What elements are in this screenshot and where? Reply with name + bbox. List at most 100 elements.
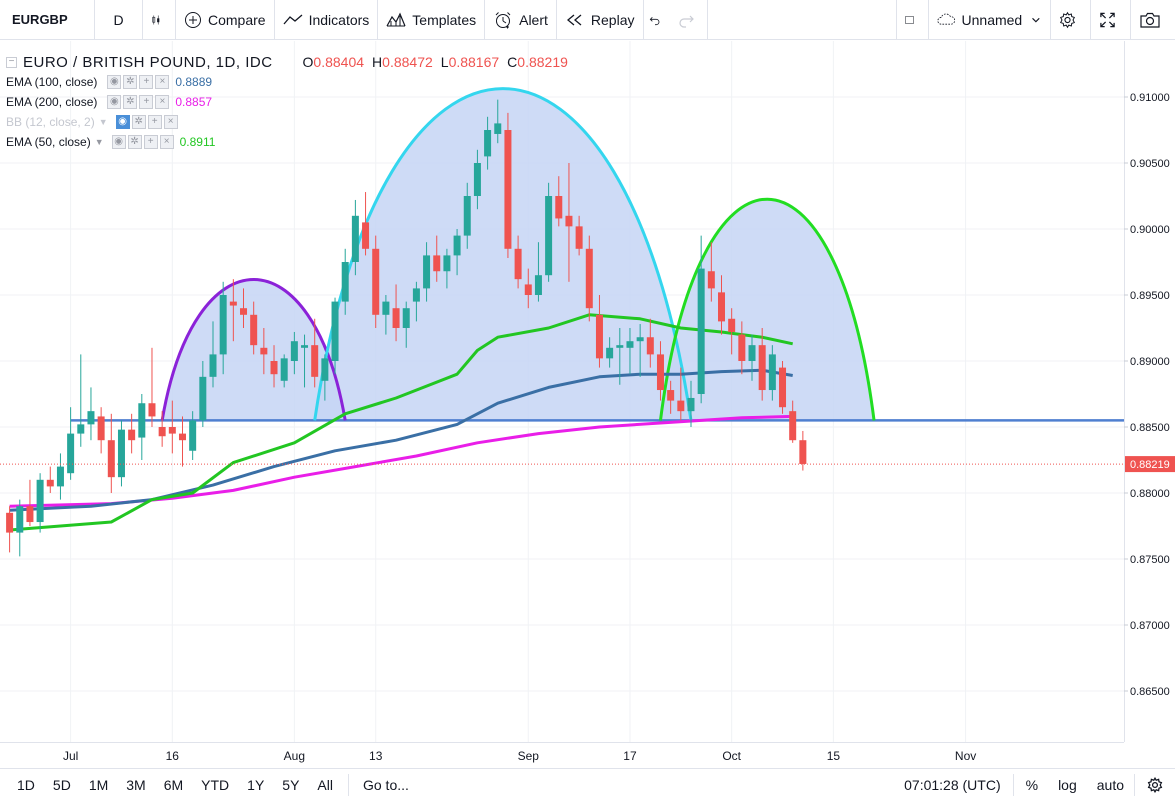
eye-icon[interactable]: ◉ xyxy=(115,115,130,129)
candle-down xyxy=(514,235,522,289)
candle-up xyxy=(117,420,125,487)
candle-body xyxy=(229,301,237,306)
log-toggle[interactable]: log xyxy=(1058,776,1077,793)
candle-body xyxy=(301,345,309,348)
settings-button[interactable] xyxy=(1051,0,1091,40)
chart-style-button[interactable] xyxy=(143,0,176,40)
more-icon[interactable]: + xyxy=(139,75,154,89)
study-row-bb[interactable]: BB (12, close, 2) ▼ ◉ ✲ + × xyxy=(6,112,568,132)
auto-toggle[interactable]: auto xyxy=(1096,776,1124,793)
right-shoulder-fill xyxy=(660,199,875,421)
compare-label: Compare xyxy=(208,11,266,28)
indicators-label: Indicators xyxy=(308,11,370,28)
last-price-badge xyxy=(1125,456,1175,473)
close-icon[interactable]: × xyxy=(163,115,178,129)
divider xyxy=(347,773,349,796)
compare-button[interactable]: Compare xyxy=(176,0,275,40)
price-chart[interactable]: 0.915000.910000.905000.900000.895000.890… xyxy=(0,41,1175,768)
interval-button[interactable]: D xyxy=(95,0,143,40)
candle-body xyxy=(168,427,176,434)
range-1d-button[interactable]: 1D xyxy=(17,776,35,793)
candle-body xyxy=(178,433,186,441)
chevron-down-icon[interactable]: ▼ xyxy=(94,137,104,147)
more-icon[interactable]: + xyxy=(147,115,162,129)
price-tick-label: 0.87500 xyxy=(1130,554,1170,566)
alarm-clock-icon xyxy=(495,11,511,28)
range-all-button[interactable]: All xyxy=(317,776,333,793)
fullscreen-button[interactable] xyxy=(1091,0,1131,40)
undo-button[interactable] xyxy=(644,0,672,40)
candle-down xyxy=(789,400,797,443)
time-tick-label: Jul xyxy=(63,749,78,763)
symbol-search-button[interactable]: EURGBP xyxy=(0,0,95,40)
candle-body xyxy=(636,337,644,342)
candle-down xyxy=(168,400,176,454)
candle-down xyxy=(575,215,583,256)
divider xyxy=(1134,773,1135,796)
range-5d-button[interactable]: 5D xyxy=(52,776,71,793)
candle-down xyxy=(26,479,34,526)
eye-icon[interactable]: ◉ xyxy=(111,135,126,149)
more-icon[interactable]: + xyxy=(139,95,154,109)
range-ytd-button[interactable]: YTD xyxy=(201,776,230,793)
candle-body xyxy=(117,429,125,478)
chart-area[interactable]: 0.915000.910000.905000.900000.895000.890… xyxy=(0,41,1175,768)
gear-icon[interactable]: ✲ xyxy=(127,135,142,149)
layout-save-button[interactable]: Unnamed xyxy=(929,0,1051,40)
candle-body xyxy=(575,226,583,249)
candle-body xyxy=(56,466,64,487)
candle-down xyxy=(250,301,258,355)
chevron-down-icon[interactable]: ▼ xyxy=(98,117,108,127)
undo-icon xyxy=(649,16,659,25)
close-icon[interactable]: × xyxy=(155,75,170,89)
range-5y-button[interactable]: 5Y xyxy=(282,776,300,793)
candle-body xyxy=(707,271,715,289)
candle-body xyxy=(433,255,441,272)
collapse-legend-icon[interactable]: − xyxy=(6,56,17,68)
replay-button[interactable]: Replay xyxy=(557,0,644,40)
study-row-ema200[interactable]: EMA (200, close) ◉ ✲ + × 0.8857 xyxy=(6,92,568,112)
gear-icon[interactable]: ✲ xyxy=(123,95,138,109)
price-tick-label: 0.90500 xyxy=(1130,158,1170,170)
layout-name-label: Unnamed xyxy=(961,11,1023,28)
candle-up xyxy=(36,473,44,533)
range-6m-button[interactable]: 6M xyxy=(163,776,184,793)
axes[interactable]: 0.915000.910000.905000.900000.895000.890… xyxy=(0,41,1175,763)
candle-up xyxy=(341,248,349,315)
candle-down xyxy=(656,341,664,401)
candle-up xyxy=(545,182,553,282)
range-1y-button[interactable]: 1Y xyxy=(247,776,265,793)
range-3m-button[interactable]: 3M xyxy=(126,776,146,793)
more-icon[interactable]: + xyxy=(143,135,158,149)
indicators-button[interactable]: Indicators xyxy=(275,0,379,40)
goto-button[interactable]: Go to... xyxy=(362,776,409,793)
camera-icon xyxy=(1140,12,1160,28)
candle-up xyxy=(423,242,431,302)
templates-button[interactable]: Templates xyxy=(378,0,486,40)
candle-body xyxy=(77,424,85,434)
candle-body xyxy=(280,358,288,381)
templates-icon xyxy=(386,12,406,26)
percent-toggle[interactable]: % xyxy=(1025,776,1039,793)
snapshot-button[interactable] xyxy=(1131,0,1175,40)
close-icon[interactable]: × xyxy=(159,135,174,149)
eye-icon[interactable]: ◉ xyxy=(107,95,122,109)
fullscreen-layout-button[interactable] xyxy=(896,0,929,40)
study-row-ema100[interactable]: EMA (100, close) ◉ ✲ + × 0.8889 xyxy=(6,72,568,92)
range-1m-button[interactable]: 1M xyxy=(88,776,109,793)
candle-up xyxy=(534,242,542,302)
close-icon[interactable]: × xyxy=(155,95,170,109)
chart-legend: − EURO / BRITISH POUND, 1D, IDC O 0.88404… xyxy=(6,52,568,152)
gear-icon[interactable]: ✲ xyxy=(131,115,146,129)
scale-settings-button[interactable] xyxy=(1135,776,1175,793)
clock-label[interactable]: 07:01:28 (UTC) xyxy=(904,776,1001,793)
study-row-ema50[interactable]: EMA (50, close) ▼ ◉ ✲ + × 0.8911 xyxy=(6,132,568,152)
gear-icon[interactable]: ✲ xyxy=(123,75,138,89)
interval-label: D xyxy=(113,11,124,28)
candle-down xyxy=(799,430,807,471)
redo-button[interactable] xyxy=(672,0,708,40)
eye-icon[interactable]: ◉ xyxy=(107,75,122,89)
price-tick-label: 0.91000 xyxy=(1130,92,1170,104)
candle-body xyxy=(290,341,298,361)
alert-button[interactable]: Alert xyxy=(485,0,557,40)
